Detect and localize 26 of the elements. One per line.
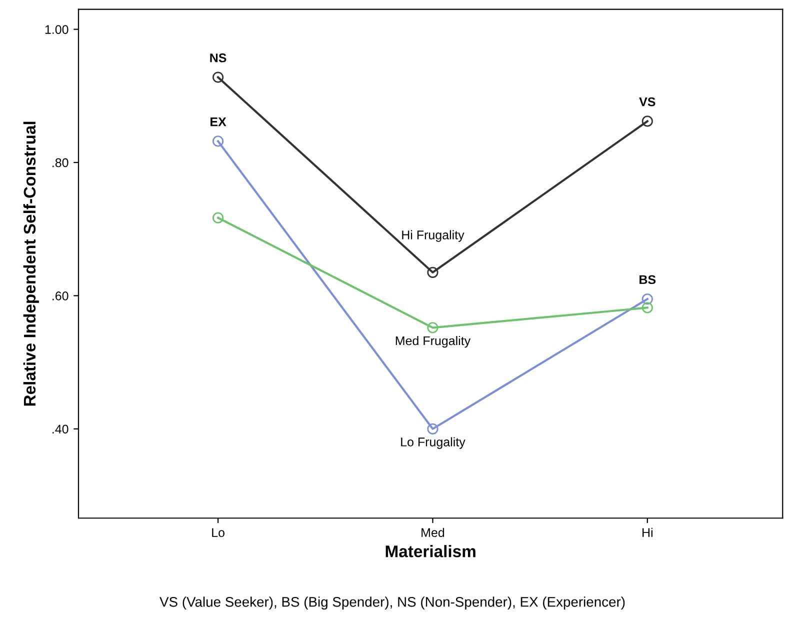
y-tick-label: .40 — [52, 424, 68, 434]
series-label: Med Frugality — [396, 336, 471, 348]
annotation: EX — [210, 117, 226, 126]
point — [427, 266, 438, 278]
point — [427, 322, 438, 334]
x-tick-label: Hi — [642, 528, 652, 537]
y-tick-label: 1.00 — [45, 25, 68, 34]
point — [212, 72, 224, 83]
y-axis-title: Relative Independent Self-Construal — [23, 122, 39, 406]
y-tick-label: .80 — [52, 158, 68, 168]
point — [642, 293, 653, 305]
point — [212, 136, 224, 147]
annotation: NS — [210, 53, 226, 62]
y-tick-label: .60 — [52, 291, 68, 300]
point — [642, 116, 653, 127]
annotation: BS — [640, 275, 656, 284]
x-axis-title: Materialism — [386, 545, 476, 558]
point — [212, 212, 224, 224]
text: VS (Value Seeker), BS (Big Spender), NS (Non-Spender), EX (Experiencer) — [160, 596, 625, 610]
point — [427, 423, 438, 434]
point — [642, 302, 653, 314]
x-tick-label: Med — [422, 528, 444, 538]
annotation: VS — [639, 97, 656, 106]
series-label: Lo Frugality — [401, 437, 466, 449]
series-label: Hi Frugality — [402, 230, 464, 242]
x-tick-label: Lo — [212, 528, 224, 538]
